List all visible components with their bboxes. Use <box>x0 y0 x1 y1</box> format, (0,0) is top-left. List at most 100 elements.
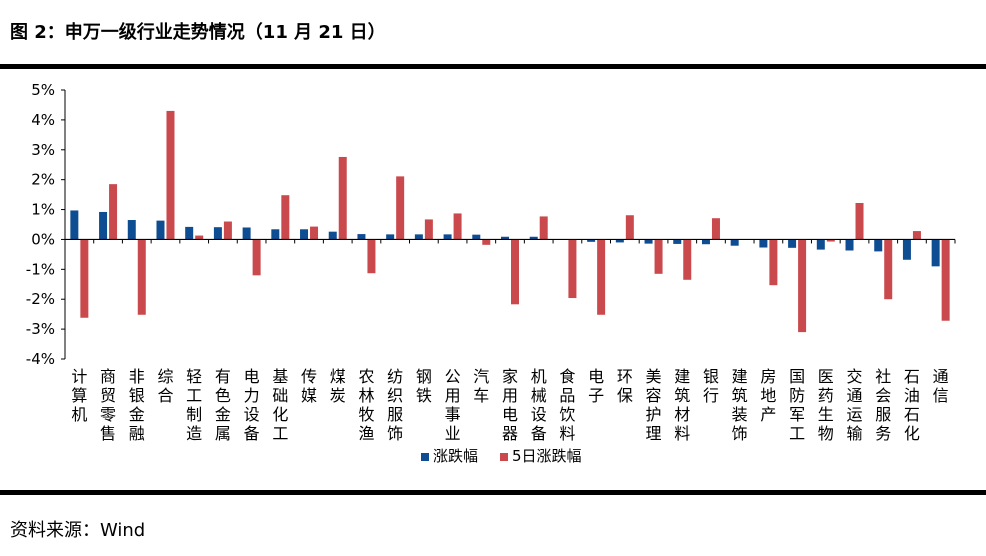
legend-label-series2: 5日涨跌幅 <box>512 447 582 465</box>
category-label: 交通运输 <box>847 367 863 443</box>
category-label: 煤炭 <box>330 367 346 405</box>
bar-series1 <box>673 239 682 244</box>
category-label: 机械设备 <box>531 367 547 443</box>
bar-series2 <box>826 239 835 242</box>
category-label: 基础化工 <box>272 367 288 443</box>
bar-series1 <box>587 239 596 242</box>
bar-series1 <box>730 239 739 246</box>
y-tick-label: -3% <box>26 320 55 338</box>
bar-series1 <box>300 229 309 240</box>
y-tick-label: 5% <box>31 81 55 99</box>
bar-series2 <box>912 231 921 240</box>
bar-series2 <box>941 239 950 321</box>
bar-series1 <box>788 239 797 248</box>
legend-swatch-series2 <box>500 453 508 461</box>
category-label: 公用事业 <box>445 367 461 443</box>
bar-series1 <box>271 229 280 240</box>
bar-series1 <box>443 234 452 240</box>
bar-series2 <box>855 202 864 240</box>
labels-layer: 计算机商贸零售非银金融综合轻工制造有色金属电力设备基础化工传媒煤炭农林牧渔纺织服… <box>71 367 948 443</box>
bar-series2 <box>683 239 692 280</box>
source-note: 资料来源：Wind <box>10 520 146 541</box>
category-label: 农林牧渔 <box>358 367 374 443</box>
bar-series1 <box>328 231 337 240</box>
bar-series2 <box>109 184 118 240</box>
figure-title: 图 2：申万一级行业走势情况（11 月 21 日） <box>10 22 386 43</box>
category-label: 环保 <box>617 367 633 405</box>
bar-series2 <box>223 221 232 240</box>
bar-series2 <box>396 176 405 240</box>
bar-series2 <box>424 219 433 240</box>
category-label: 计算机 <box>71 367 87 424</box>
bar-series1 <box>615 239 624 243</box>
category-label: 国防军工 <box>789 367 805 443</box>
bar-series1 <box>529 236 538 240</box>
category-label: 美容护理 <box>646 367 662 443</box>
top-rule <box>0 64 986 69</box>
bar-series1 <box>472 234 481 240</box>
legend: 涨跌幅 5日涨跌幅 <box>421 447 582 465</box>
bar-series2 <box>166 110 175 240</box>
bar-series2 <box>798 239 807 333</box>
category-label: 通信 <box>933 367 949 405</box>
bar-series1 <box>156 220 165 240</box>
category-label: 汽车 <box>473 367 489 405</box>
bar-series2 <box>884 239 893 300</box>
category-label: 综合 <box>157 367 173 405</box>
category-label: 电力设备 <box>244 367 260 443</box>
bar-series1 <box>644 239 653 244</box>
category-label: 石油石化 <box>904 367 920 443</box>
y-tick-label: 3% <box>31 141 55 159</box>
bar-series1 <box>816 239 825 250</box>
bar-series2 <box>281 195 290 240</box>
bar-series1 <box>70 210 79 240</box>
bar-series1 <box>701 239 710 245</box>
category-label: 房地产 <box>760 367 776 424</box>
bar-series2 <box>453 213 462 240</box>
bar-series2 <box>137 239 146 315</box>
y-tick-label: -1% <box>26 260 55 278</box>
y-tick-label: -4% <box>26 350 55 368</box>
category-label: 电子 <box>588 367 604 405</box>
bar-series2 <box>80 239 89 318</box>
y-tick-label: 2% <box>31 171 55 189</box>
bar-series2 <box>769 239 778 286</box>
bar-series2 <box>597 239 606 315</box>
category-label: 有色金属 <box>215 367 231 443</box>
y-tick-label: 0% <box>31 230 55 248</box>
bars-layer <box>64 110 956 333</box>
bar-series1 <box>242 227 251 240</box>
category-label: 非银金融 <box>129 367 145 443</box>
bar-series2 <box>539 216 548 240</box>
bar-series1 <box>845 239 854 251</box>
bar-series2 <box>711 218 720 240</box>
category-label: 社会服务 <box>875 367 891 443</box>
bar-series2 <box>338 156 347 240</box>
bar-series1 <box>902 239 911 260</box>
bar-series2 <box>310 226 319 240</box>
bottom-rule <box>0 490 986 495</box>
bar-series1 <box>501 236 509 240</box>
y-tick-label: 1% <box>31 201 55 219</box>
bar-series2 <box>654 239 663 274</box>
category-label: 传媒 <box>301 367 317 405</box>
bar-series1 <box>386 234 395 240</box>
bar-series2 <box>252 239 261 276</box>
bar-series2 <box>367 239 376 274</box>
bar-series1 <box>414 234 423 240</box>
bar-series2 <box>568 239 577 299</box>
bar-series2 <box>511 239 519 305</box>
category-label: 建筑材料 <box>674 367 690 443</box>
y-tick-label: -2% <box>26 290 55 308</box>
category-label: 纺织服饰 <box>387 367 403 443</box>
bar-series2 <box>482 239 491 245</box>
category-label: 医药生物 <box>818 367 834 443</box>
bar-series2 <box>195 235 204 240</box>
category-label: 建筑装饰 <box>732 367 748 443</box>
bar-series2 <box>625 215 634 240</box>
legend-label-series1: 涨跌幅 <box>433 447 478 465</box>
bar-series1 <box>127 220 136 240</box>
bar-series1 <box>874 239 883 252</box>
category-label: 商贸零售 <box>100 367 116 443</box>
bar-series1 <box>357 234 366 240</box>
